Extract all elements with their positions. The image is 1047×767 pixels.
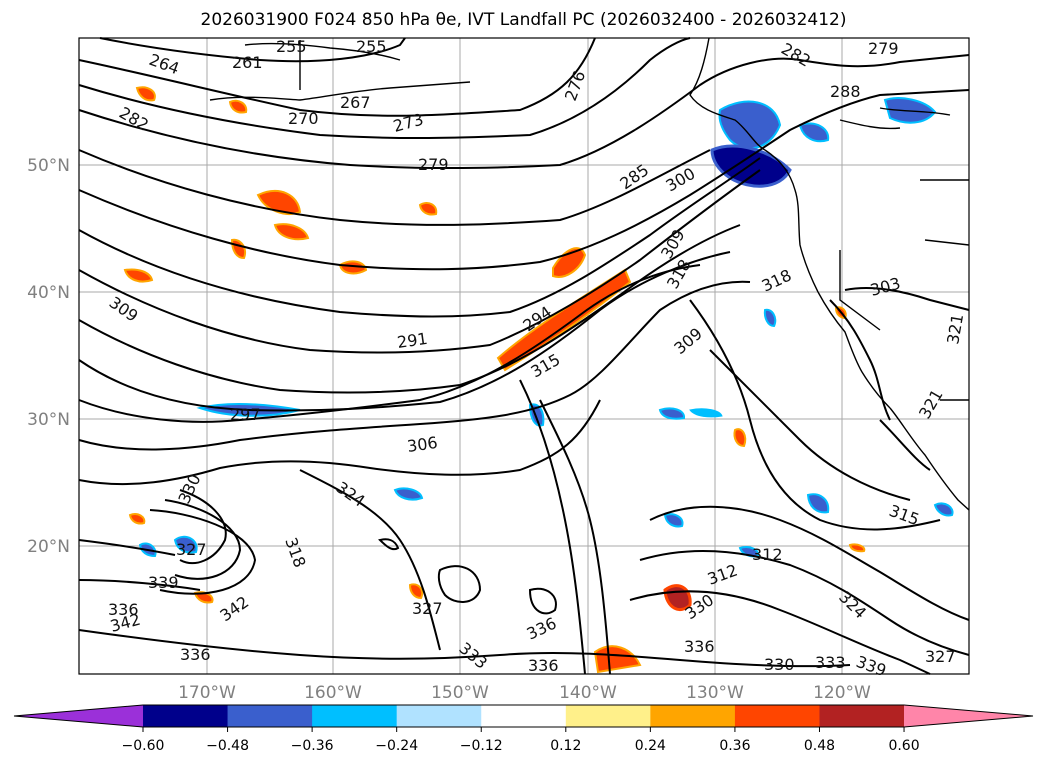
theta-e-contours xyxy=(78,37,970,675)
lon-label: 140°W xyxy=(559,683,617,703)
contour-label: 312 xyxy=(752,545,783,564)
lon-label: 130°W xyxy=(686,683,744,703)
colorbar-bin xyxy=(650,705,736,727)
colorbar-bin xyxy=(312,705,398,727)
contour-label: 336 xyxy=(108,600,139,619)
coastlines xyxy=(209,37,970,511)
colorbar-ticks: −0.60 −0.48 −0.36 −0.24 −0.12 0.12 0.24 0.36 0.4… xyxy=(122,727,920,754)
colorbar-tick-label: −0.12 xyxy=(460,738,503,754)
contour-label: 327 xyxy=(412,599,443,618)
map-title: 2026031900 F024 850 hPa θe, IVT Landfall… xyxy=(200,10,847,30)
colorbar-bin xyxy=(143,705,229,727)
lat-label: 20°N xyxy=(27,537,70,557)
contour-label: 339 xyxy=(148,573,179,592)
contour-label: 330 xyxy=(764,655,795,674)
lat-label: 40°N xyxy=(27,283,70,303)
graticule xyxy=(79,38,969,674)
colorbar-bin xyxy=(481,705,567,727)
colorbar-bin xyxy=(734,705,820,727)
contour-label: 327 xyxy=(925,647,956,666)
contour-label: 297 xyxy=(230,405,261,424)
lon-label: 150°W xyxy=(431,683,489,703)
lon-label: 160°W xyxy=(304,683,362,703)
lon-label: 170°W xyxy=(178,683,236,703)
lon-label: 120°W xyxy=(813,683,871,703)
lat-label: 30°N xyxy=(27,410,70,430)
colorbar-tick-label: 0.48 xyxy=(804,738,835,754)
colorbar-bin xyxy=(227,705,313,727)
colorbar-tick-label: 0.12 xyxy=(550,738,581,754)
contour-label: 336 xyxy=(180,645,211,664)
contour-label: 255 xyxy=(276,37,307,56)
contour-label: 327 xyxy=(176,540,207,559)
contour-label: 270 xyxy=(288,109,319,128)
contour-label: 336 xyxy=(684,637,715,656)
contour-label: 336 xyxy=(528,656,559,675)
contour-label: 333 xyxy=(815,653,846,672)
contour-label: 291 xyxy=(396,329,429,352)
colorbar-tick-label: −0.36 xyxy=(291,738,334,754)
longitude-labels: 170°W 160°W 150°W 140°W 130°W 120°W xyxy=(178,683,871,703)
colorbar-tick-label: −0.60 xyxy=(122,738,165,754)
contour-label: 306 xyxy=(406,433,439,456)
colorbar: −0.60 −0.48 −0.36 −0.24 −0.12 0.12 0.24 0.36 0.4… xyxy=(13,704,1034,754)
colorbar-bins xyxy=(143,705,905,727)
contour-label: 261 xyxy=(232,53,263,72)
colorbar-tick-label: 0.60 xyxy=(888,738,919,754)
contour-label: 279 xyxy=(418,155,449,174)
colorbar-over-extension xyxy=(904,705,1033,727)
colorbar-tick-label: −0.48 xyxy=(206,738,249,754)
contour-label: 267 xyxy=(340,93,371,112)
colorbar-tick-label: 0.24 xyxy=(635,738,666,754)
colorbar-under-extension xyxy=(14,705,143,727)
latitude-labels: 50°N 40°N 30°N 20°N xyxy=(27,156,70,557)
colorbar-tick-label: 0.36 xyxy=(719,738,750,754)
colorbar-bin xyxy=(819,705,905,727)
map-frame xyxy=(78,37,970,675)
contour-label: 279 xyxy=(868,39,899,58)
colorbar-tick-label: −0.24 xyxy=(375,738,418,754)
colorbar-bin xyxy=(565,705,651,727)
contour-label: 288 xyxy=(830,82,861,101)
contour-label: 255 xyxy=(356,37,387,56)
colorbar-bin xyxy=(396,705,482,727)
lat-label: 50°N xyxy=(27,156,70,176)
map-plot xyxy=(78,37,970,675)
